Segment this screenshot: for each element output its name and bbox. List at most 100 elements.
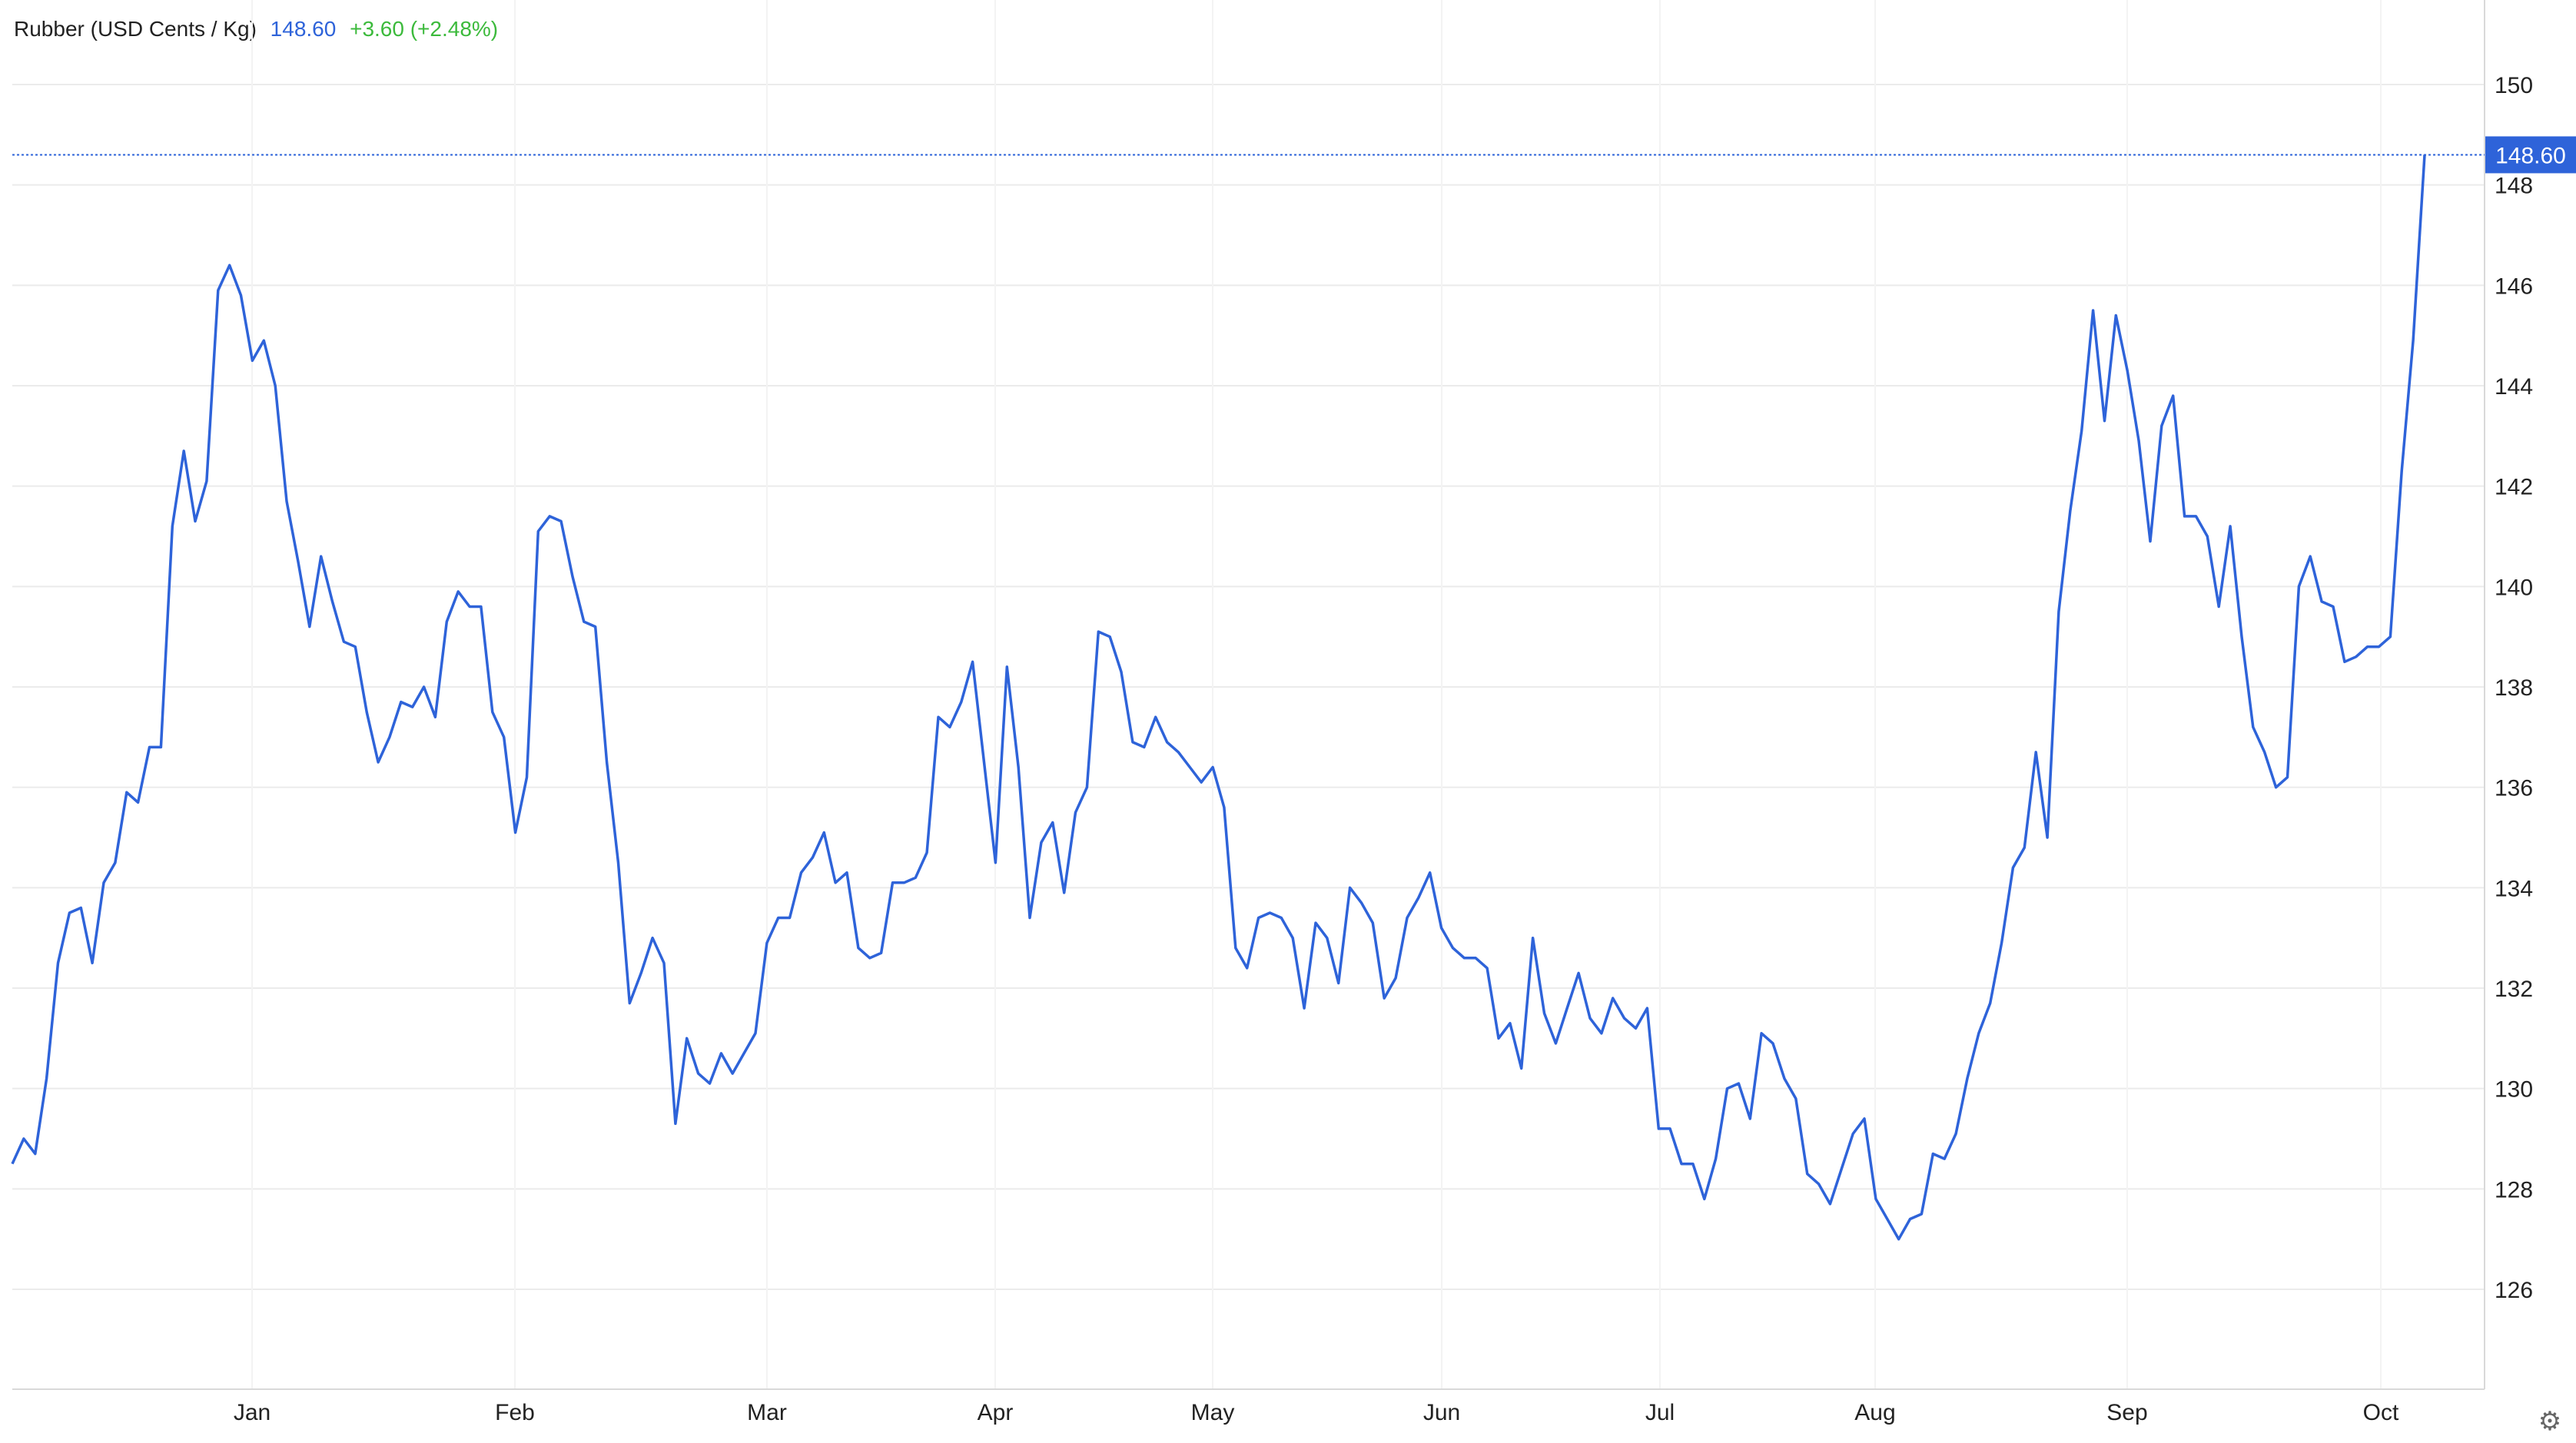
y-tick-label: 136 [2495,776,2533,801]
data-point [1211,766,1214,769]
data-point [2092,309,2095,312]
data-point [1051,821,1054,824]
data-point [1623,1017,1626,1020]
data-point [1828,1202,1831,1206]
data-point [1840,1167,1843,1170]
data-point [377,761,380,764]
data-point [834,881,837,884]
data-point [1863,1117,1866,1120]
data-point [1097,630,1100,633]
data-point [788,917,792,920]
data-point [2137,440,2140,443]
data-point [960,701,963,704]
data-point [1931,1153,1934,1156]
data-point [1954,1133,1957,1136]
data-point [2057,610,2060,613]
y-tick-label: 128 [2495,1177,2533,1202]
data-point [491,711,494,714]
data-point [1783,1077,1786,1080]
data-point [2069,509,2072,513]
data-point [1154,715,1157,718]
data-point [1497,1037,1500,1040]
data-point [445,620,448,623]
data-point [651,937,654,940]
data-point [811,856,814,859]
data-point [68,911,71,914]
data-point [1577,971,1580,974]
data-point [2366,645,2369,649]
data-point [777,917,780,920]
data-point [1760,1032,1763,1035]
data-point [1874,1197,1877,1200]
data-point [2195,515,2198,518]
data-point [11,1163,14,1166]
data-point [171,525,174,528]
data-point [606,761,609,764]
data-point [2252,725,2255,728]
series-line[interactable] [11,154,2426,1241]
data-point [891,881,895,884]
x-tick-label: Jul [1645,1400,1675,1425]
data-point [1657,1127,1660,1130]
data-point [2309,555,2312,558]
data-point [536,530,539,533]
data-point [2332,605,2335,609]
data-point [1966,1077,1969,1080]
data-point [2103,420,2106,423]
data-point [514,831,517,834]
data-point [2297,585,2300,588]
x-tick-label: Apr [978,1400,1014,1425]
data-point [1543,1012,1546,1015]
data-point [1120,670,1123,673]
data-point [262,339,265,342]
data-point [1462,957,1466,960]
data-point [2320,600,2323,603]
x-tick-label: Sep [2106,1400,2147,1425]
data-point [662,961,666,964]
data-point [1017,766,1020,769]
data-point [1588,1017,1592,1020]
data-point [1737,1082,1740,1085]
data-point [1726,1087,1729,1090]
data-point [1234,947,1237,950]
data-point [857,947,860,950]
data-point [2046,836,2049,839]
data-point [1635,1027,1638,1030]
data-point [503,735,506,738]
data-point [845,871,848,874]
data-point [114,861,117,864]
data-point [2229,525,2232,528]
data-point [674,1122,677,1125]
data-point [548,515,551,518]
grid [12,0,2485,1390]
data-point [1943,1157,1946,1160]
data-point [308,625,311,629]
data-point [2183,515,2186,518]
data-point [925,851,928,854]
data-point [1565,1007,1569,1010]
data-point [34,1153,37,1156]
data-point [1131,741,1134,744]
data-point [628,1002,631,1005]
data-point [182,449,185,453]
gear-icon[interactable]: ⚙ [2538,1407,2562,1436]
data-point [1303,1007,1306,1010]
data-point [1063,891,1066,894]
data-point [148,745,151,748]
data-point [137,801,140,804]
data-point [388,735,391,738]
data-point [1794,1097,1798,1100]
data-point [2217,605,2220,609]
data-point [526,776,529,779]
data-point [228,264,231,267]
data-point [1771,1042,1774,1045]
data-point [709,1082,712,1085]
y-tick-label: 138 [2495,675,2533,701]
data-point [1554,1042,1557,1045]
data-point [1074,811,1077,814]
x-tick-label: Jun [1423,1400,1460,1425]
data-point [2000,941,2003,944]
data-point [1028,917,1031,920]
data-point [1509,1022,1512,1025]
